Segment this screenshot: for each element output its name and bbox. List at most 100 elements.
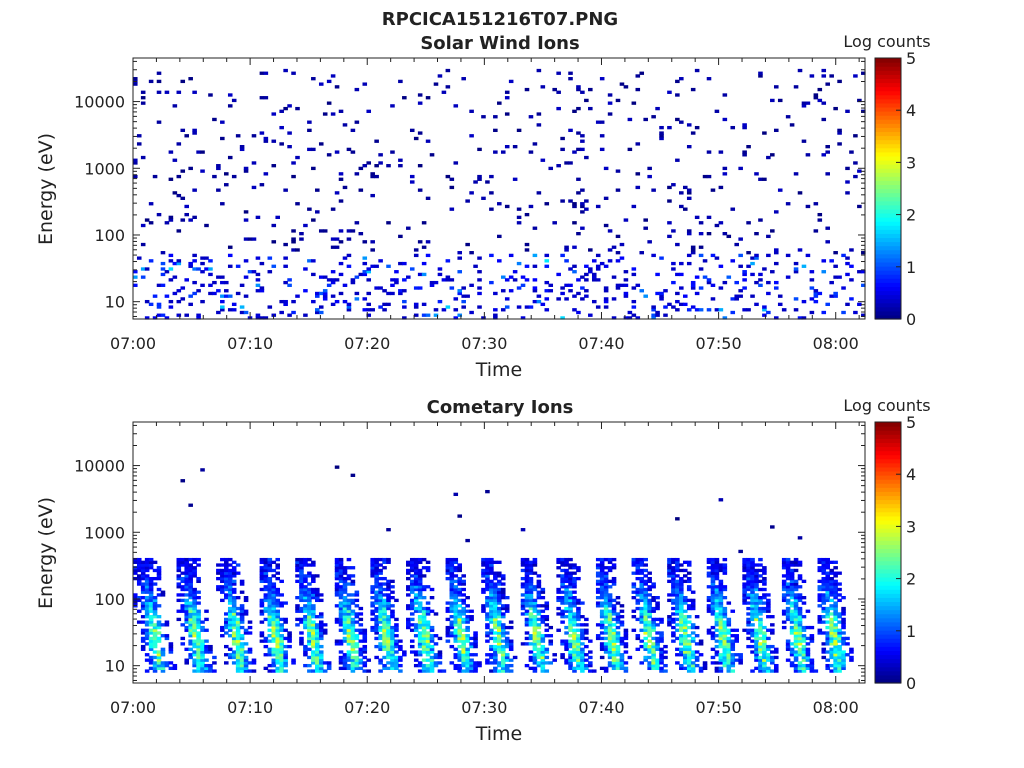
heatmap-cell [421, 639, 427, 643]
heatmap-cell [821, 310, 827, 315]
heatmap-cell [762, 636, 767, 641]
heatmap-cell [564, 557, 569, 562]
heatmap-cell [536, 294, 542, 298]
heatmap-cell [793, 612, 799, 616]
heatmap-cell [413, 566, 419, 570]
heatmap-cell [247, 650, 253, 654]
heatmap-cell [576, 663, 581, 668]
heatmap-cell [829, 617, 834, 622]
heatmap-cell [406, 593, 411, 597]
heatmap-cell [307, 582, 312, 586]
heatmap-cell [647, 663, 652, 668]
heatmap-cell [789, 579, 795, 584]
heatmap-cell [623, 218, 629, 222]
heatmap-cell [449, 576, 455, 581]
heatmap-cell [144, 604, 150, 608]
heatmap-cell [504, 297, 510, 301]
heatmap-cell [208, 663, 213, 668]
colorbar-tick-label: 4 [906, 465, 916, 484]
heatmap-cell [176, 193, 182, 198]
heatmap-cell [801, 644, 807, 649]
heatmap-cell [318, 661, 324, 665]
heatmap-cell [702, 663, 708, 668]
heatmap-cell [718, 582, 724, 586]
heatmap-cell [449, 634, 455, 638]
colorbar-segment [875, 450, 901, 456]
heatmap-cell [651, 606, 656, 611]
heatmap-cell [833, 106, 838, 111]
heatmap-cell [493, 598, 498, 603]
colorbar-segment [875, 94, 901, 100]
heatmap-cell [770, 270, 775, 274]
heatmap-cell [362, 650, 368, 654]
heatmap-cell [568, 593, 573, 597]
heatmap-cell [425, 585, 431, 589]
heatmap-cell [271, 650, 277, 654]
heatmap-cell [576, 147, 581, 152]
heatmap-cell [295, 557, 300, 562]
heatmap-cell [564, 585, 569, 589]
heatmap-cell [239, 663, 245, 668]
heatmap-cell [279, 644, 284, 649]
heatmap-cell [160, 669, 166, 673]
heatmap-cell [370, 604, 375, 608]
heatmap-cell [532, 142, 538, 146]
heatmap-cell [473, 666, 478, 671]
heatmap-cell [762, 601, 767, 605]
heatmap-cell [271, 598, 277, 603]
heatmap-cell [394, 658, 399, 662]
heatmap-cell [576, 658, 581, 662]
heatmap-cell [500, 661, 506, 665]
heatmap-cell [311, 623, 316, 627]
heatmap-cell [524, 587, 530, 592]
heatmap-cell [235, 666, 241, 671]
heatmap-cell [671, 183, 676, 187]
heatmap-cell [453, 161, 459, 165]
heatmap-cell [766, 628, 771, 632]
heatmap-cell [532, 653, 538, 657]
heatmap-cell [370, 601, 375, 605]
heatmap-cell [568, 650, 573, 654]
heatmap-cell [690, 280, 696, 285]
heatmap-cell [279, 109, 284, 113]
heatmap-cell [192, 604, 197, 608]
heatmap-cell [453, 492, 459, 497]
heatmap-cell [785, 275, 791, 279]
heatmap-cell [560, 590, 565, 594]
heatmap-cell [762, 576, 767, 581]
heatmap-cell [425, 636, 431, 641]
heatmap-cell [204, 267, 209, 271]
heatmap-cell [520, 612, 526, 616]
heatmap-cell [196, 653, 201, 657]
heatmap-cell [144, 574, 150, 578]
heatmap-cell [303, 617, 308, 622]
heatmap-cell [350, 278, 356, 282]
heatmap-cell [766, 655, 771, 660]
heatmap-cell [188, 503, 193, 507]
heatmap-cell [512, 278, 518, 282]
heatmap-cell [770, 669, 775, 673]
heatmap-cell [168, 253, 174, 258]
heatmap-cell [176, 259, 182, 263]
heatmap-cell [528, 655, 534, 660]
heatmap-cell [599, 666, 605, 671]
heatmap-cell [307, 609, 312, 613]
heatmap-cell [540, 158, 546, 162]
heatmap-cell [667, 185, 672, 190]
heatmap-cell [619, 663, 625, 668]
heatmap-cell [837, 582, 842, 586]
heatmap-cell [841, 617, 846, 622]
heatmap-cell [311, 560, 316, 564]
heatmap-cell [192, 634, 197, 638]
heatmap-cell [591, 299, 597, 304]
heatmap-cell [374, 568, 379, 573]
heatmap-cell [532, 644, 538, 649]
heatmap-cell [671, 280, 676, 285]
heatmap-cell [409, 650, 415, 654]
heatmap-cell [504, 669, 510, 673]
heatmap-cell [243, 259, 249, 263]
heatmap-cell [303, 579, 308, 584]
heatmap-cell [299, 585, 304, 589]
heatmap-cell [595, 571, 601, 575]
heatmap-cell [342, 609, 348, 613]
